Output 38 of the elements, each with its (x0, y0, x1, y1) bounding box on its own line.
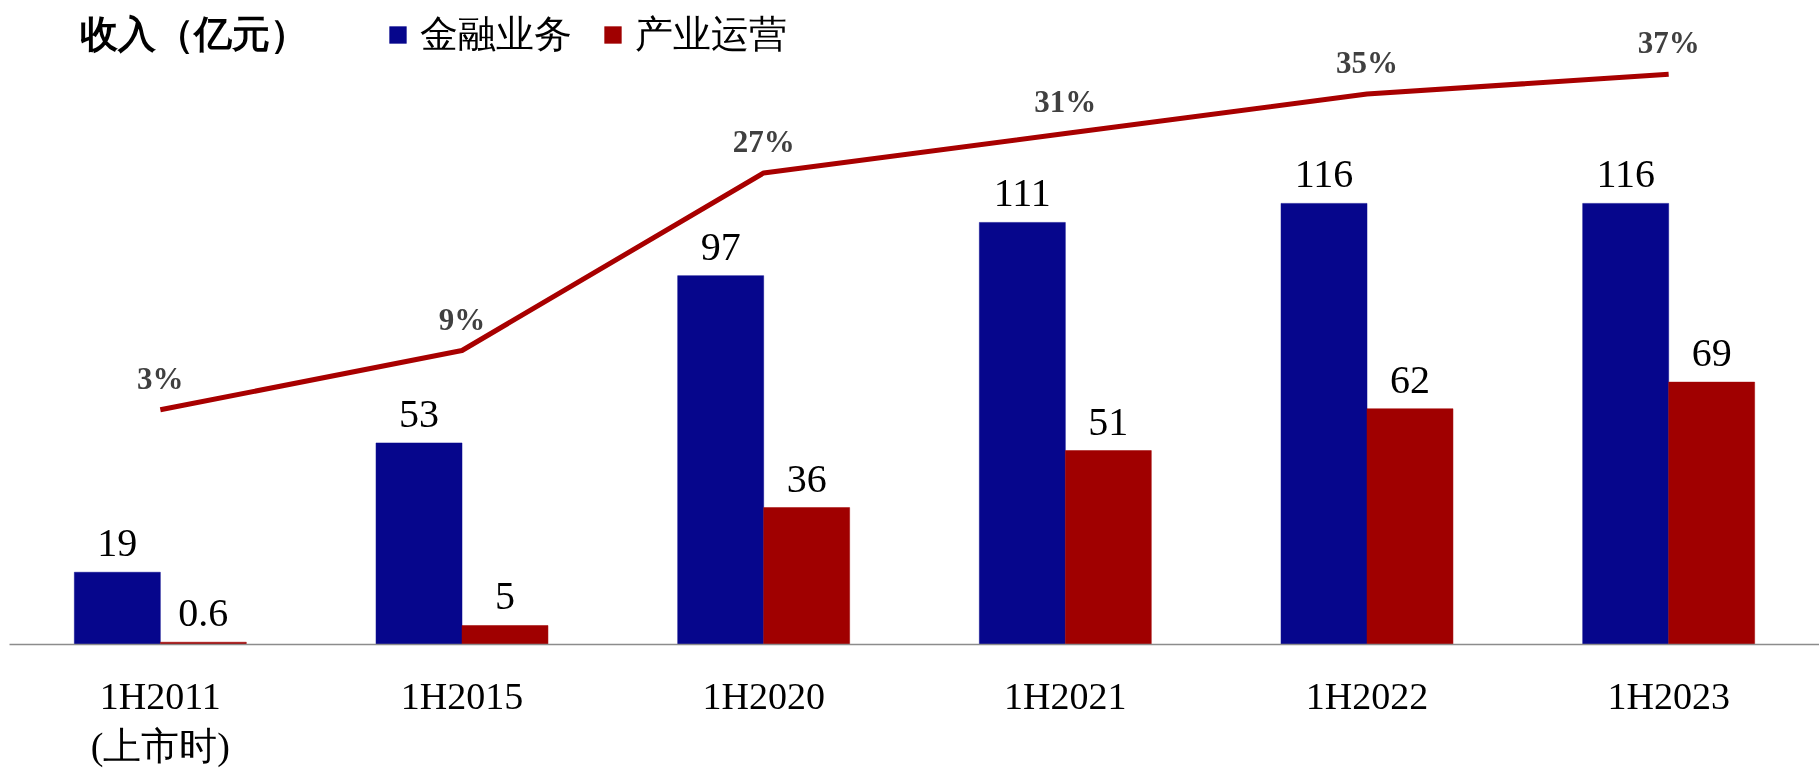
data-label: 5 (494, 573, 515, 619)
data-label: 31% (1034, 84, 1097, 120)
bar (979, 222, 1066, 645)
data-label: 27% (732, 123, 795, 159)
legend-label: 产业运营 (635, 12, 787, 57)
x-tick-label: 1H2022 (1305, 674, 1429, 717)
data-label: 36 (786, 455, 827, 501)
data-label: 116 (1294, 151, 1354, 197)
data-label: 62 (1389, 356, 1430, 402)
data-label: 3% (137, 360, 184, 396)
x-tick-label: 1H2023 (1607, 674, 1730, 717)
data-label: 35% (1336, 45, 1398, 81)
bar (461, 625, 549, 645)
data-label: 97 (700, 223, 741, 269)
bar (1668, 381, 1755, 645)
data-label: 9% (438, 301, 486, 337)
bar (1582, 203, 1669, 645)
x-tick-label: 1H2011 (上市时) (90, 674, 230, 768)
bar (1065, 450, 1152, 645)
data-label: 19 (97, 520, 138, 566)
data-label: 116 (1596, 151, 1655, 197)
legend-label: 金融业务 (420, 12, 572, 57)
data-label: 51 (1088, 398, 1129, 444)
bar (677, 275, 764, 645)
data-label: 111 (993, 170, 1051, 216)
data-label: 0.6 (178, 590, 229, 636)
x-tick-label: 1H2021 (1004, 674, 1127, 717)
bar (1366, 408, 1454, 645)
data-label: 53 (399, 390, 440, 436)
y-axis-title: 收入（亿元） (80, 12, 309, 55)
data-label: 37% (1637, 25, 1700, 61)
bar (375, 442, 463, 645)
bar (74, 572, 161, 645)
x-tick-label: 1H2015 (400, 674, 524, 717)
data-label: 69 (1691, 330, 1732, 376)
x-tick-label: 1H2020 (702, 674, 825, 717)
bar (763, 507, 850, 645)
bar (1280, 203, 1368, 645)
